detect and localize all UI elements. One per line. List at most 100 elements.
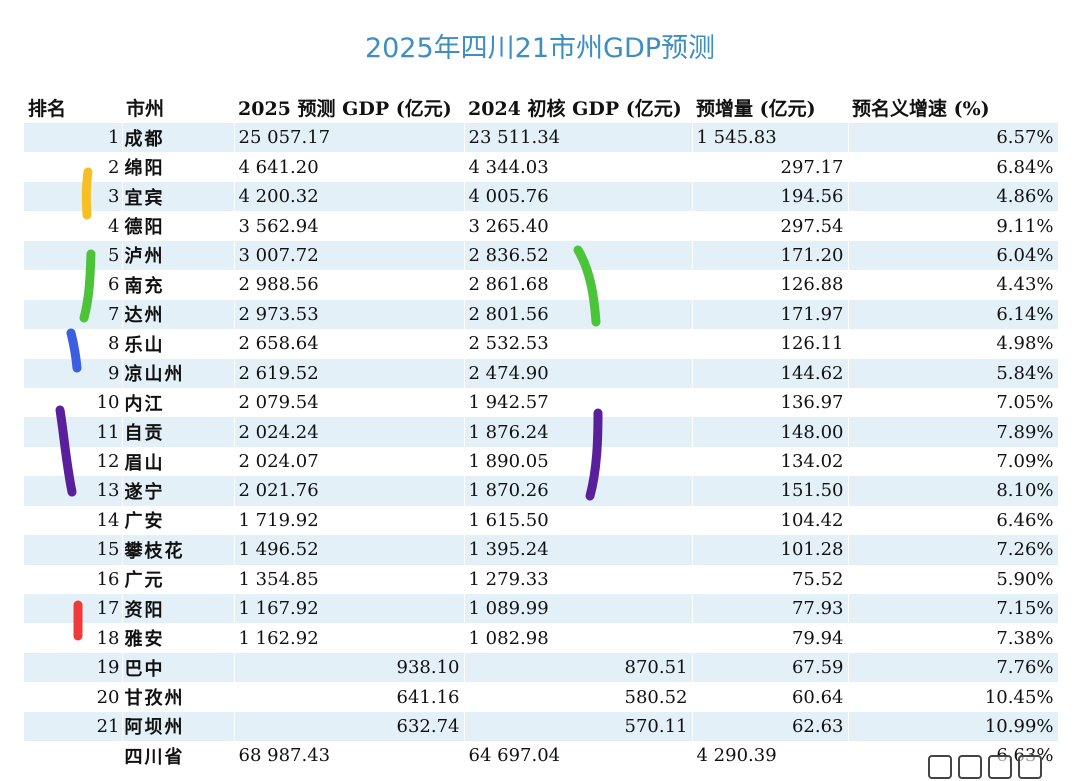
city-cell: 攀枝花 xyxy=(122,535,235,565)
gdp-2024-cell: 1 890.05 xyxy=(464,446,693,477)
growth-cell: 4.98% xyxy=(848,329,1059,359)
city-cell: 广元 xyxy=(122,564,235,594)
rank-cell: 11 xyxy=(24,417,123,447)
table-row: 15 攀枝花 1 496.52 1 395.24 101.28 7.26% xyxy=(24,535,1059,565)
table-row: 19 巴中 938.10 870.51 67.59 7.76% xyxy=(24,652,1059,683)
gdp-2025-cell: 3 562.94 xyxy=(234,211,465,241)
gdp-2025-cell: 2 079.54 xyxy=(234,387,465,418)
city-cell: 眉山 xyxy=(122,446,235,477)
gdp-2024-cell: 1 615.50 xyxy=(464,505,693,536)
gdp-2025-cell: 938.10 xyxy=(234,652,465,683)
increase-cell: 104.42 xyxy=(692,505,849,536)
growth-cell: 6.84% xyxy=(848,152,1059,182)
growth-cell: 10.99% xyxy=(848,711,1059,742)
gdp-2025-cell: 4 200.32 xyxy=(234,181,465,212)
gdp-2024-cell: 1 082.98 xyxy=(464,623,693,653)
growth-cell: 4.86% xyxy=(848,181,1059,212)
gdp-2024-cell: 2 532.53 xyxy=(464,329,693,359)
rank-cell: 13 xyxy=(24,476,123,506)
watermark-box-icon xyxy=(988,755,1012,779)
increase-cell: 194.56 xyxy=(692,181,849,212)
city-cell: 广安 xyxy=(122,505,235,536)
growth-cell: 10.45% xyxy=(848,682,1059,712)
table-row: 7 达州 2 973.53 2 801.56 171.97 6.14% xyxy=(24,299,1059,330)
rank-cell: 4 xyxy=(24,211,123,241)
table-row: 5 泸州 3 007.72 2 836.52 171.20 6.04% xyxy=(24,240,1059,271)
gdp-2025-cell: 2 988.56 xyxy=(234,270,465,300)
watermark-box-icon xyxy=(958,755,982,779)
rank-cell: 3 xyxy=(24,181,123,212)
gdp-2024-cell: 2 801.56 xyxy=(464,299,693,330)
table-row: 11 自贡 2 024.24 1 876.24 148.00 7.89% xyxy=(24,417,1059,447)
gdp-2024-cell: 23 511.34 xyxy=(464,123,693,153)
gdp-2024-cell: 2 474.90 xyxy=(464,358,693,388)
increase-cell: 171.97 xyxy=(692,299,849,330)
table-row: 20 甘孜州 641.16 580.52 60.64 10.45% xyxy=(24,682,1059,712)
increase-cell: 136.97 xyxy=(692,387,849,418)
increase-cell: 297.54 xyxy=(692,211,849,241)
growth-cell: 7.38% xyxy=(848,623,1059,653)
gdp-2025-cell: 2 024.24 xyxy=(234,417,465,447)
growth-cell: 7.89% xyxy=(848,417,1059,447)
city-cell: 雅安 xyxy=(122,623,235,653)
table-body: 1 成都 25 057.17 23 511.34 1 545.83 6.57% 2 绵阳 4 6… xyxy=(24,123,1059,771)
growth-cell: 5.90% xyxy=(848,564,1059,594)
growth-cell: 7.05% xyxy=(848,387,1059,418)
gdp-2024-cell: 3 265.40 xyxy=(464,211,693,241)
increase-cell: 1 545.83 xyxy=(692,123,849,153)
gdp-2024-cell: 580.52 xyxy=(464,682,693,712)
increase-cell: 75.52 xyxy=(692,564,849,594)
gdp-2024-cell: 2 836.52 xyxy=(464,240,693,271)
rank-cell: 14 xyxy=(24,505,123,536)
gdp-2024-cell: 4 344.03 xyxy=(464,152,693,182)
city-cell: 阿坝州 xyxy=(122,711,235,742)
growth-cell: 6.14% xyxy=(848,299,1059,330)
city-cell: 达州 xyxy=(122,299,235,330)
table-row: 1 成都 25 057.17 23 511.34 1 545.83 6.57% xyxy=(24,123,1059,153)
city-cell: 德阳 xyxy=(122,211,235,241)
rank-cell: 5 xyxy=(24,240,123,271)
table-row: 8 乐山 2 658.64 2 532.53 126.11 4.98% xyxy=(24,329,1059,359)
rank-cell: 21 xyxy=(24,711,123,742)
increase-cell: 151.50 xyxy=(692,476,849,506)
gdp-2024-cell: 2 861.68 xyxy=(464,270,693,300)
rank-cell xyxy=(24,741,123,771)
rank-cell: 20 xyxy=(24,682,123,712)
increase-cell: 62.63 xyxy=(692,711,849,742)
gdp-2025-cell: 2 619.52 xyxy=(234,358,465,388)
city-cell: 泸州 xyxy=(122,240,235,271)
header-city: 市州 xyxy=(122,92,234,123)
table-row: 21 阿坝州 632.74 570.11 62.63 10.99% xyxy=(24,711,1059,742)
gdp-2024-cell: 4 005.76 xyxy=(464,181,693,212)
city-cell: 自贡 xyxy=(122,417,235,447)
growth-cell: 6.57% xyxy=(848,123,1059,153)
table-row: 17 资阳 1 167.92 1 089.99 77.93 7.15% xyxy=(24,594,1059,624)
table-row: 9 凉山州 2 619.52 2 474.90 144.62 5.84% xyxy=(24,358,1059,388)
header-rank: 排名 xyxy=(24,92,122,123)
increase-cell: 4 290.39 xyxy=(692,741,849,771)
gdp-2025-cell: 1 354.85 xyxy=(234,564,465,594)
city-cell: 巴中 xyxy=(122,652,235,683)
gdp-2025-cell: 641.16 xyxy=(234,682,465,712)
city-cell: 凉山州 xyxy=(122,358,235,388)
increase-cell: 126.88 xyxy=(692,270,849,300)
table-row: 12 眉山 2 024.07 1 890.05 134.02 7.09% xyxy=(24,446,1059,477)
table-row: 13 遂宁 2 021.76 1 870.26 151.50 8.10% xyxy=(24,476,1059,506)
increase-cell: 60.64 xyxy=(692,682,849,712)
table-row: 16 广元 1 354.85 1 279.33 75.52 5.90% xyxy=(24,564,1059,594)
city-cell: 绵阳 xyxy=(122,152,235,182)
rank-cell: 7 xyxy=(24,299,123,330)
city-cell: 成都 xyxy=(122,123,235,153)
city-cell: 乐山 xyxy=(122,329,235,359)
increase-cell: 144.62 xyxy=(692,358,849,388)
header-gdp-2024: 2024 初核 GDP (亿元) xyxy=(464,92,692,123)
growth-cell: 9.11% xyxy=(848,211,1059,241)
increase-cell: 79.94 xyxy=(692,623,849,653)
gdp-2025-cell: 2 024.07 xyxy=(234,446,465,477)
growth-cell: 4.43% xyxy=(848,270,1059,300)
watermark-logo xyxy=(928,755,1042,779)
gdp-2024-cell: 1 089.99 xyxy=(464,594,693,624)
city-cell: 资阳 xyxy=(122,594,235,624)
gdp-2024-cell: 1 876.24 xyxy=(464,417,693,447)
growth-cell: 6.46% xyxy=(848,505,1059,536)
